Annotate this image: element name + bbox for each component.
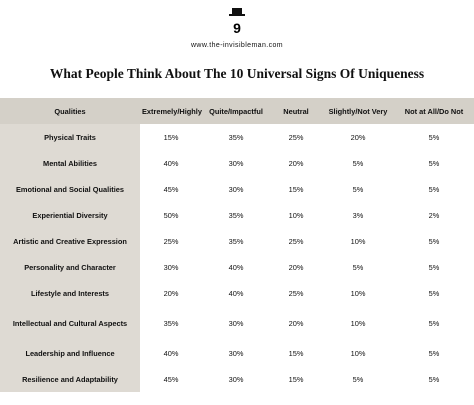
table-row: Lifestyle and Interests 20% 40% 25% 10% 5% bbox=[0, 280, 474, 306]
cell: 25% bbox=[163, 236, 179, 246]
cell: 45% bbox=[163, 374, 179, 384]
cell: 40% bbox=[163, 158, 179, 168]
cell: 20% bbox=[288, 318, 304, 328]
cell: 40% bbox=[228, 288, 244, 298]
table-row: Emotional and Social Qualities 45% 30% 15% 5… bbox=[0, 176, 474, 202]
column-header: Not at All/Do Not bbox=[394, 98, 474, 124]
header-row: Qualities Extremely/Highly Quite/Impactful… bbox=[0, 98, 474, 124]
cell: 5% bbox=[428, 184, 440, 194]
cell: 5% bbox=[428, 374, 440, 384]
cell: 25% bbox=[288, 236, 304, 246]
cell: 10% bbox=[350, 288, 366, 298]
cell: 15% bbox=[288, 348, 304, 358]
cell: 50% bbox=[163, 210, 179, 220]
cell: 30% bbox=[163, 262, 179, 272]
cell: 10% bbox=[350, 348, 366, 358]
cell: 35% bbox=[228, 210, 244, 220]
row-label: Emotional and Social Qualities bbox=[0, 176, 140, 202]
logo: 9 bbox=[229, 8, 245, 36]
cell: 15% bbox=[288, 374, 304, 384]
table-row: Resilience and Adaptability 45% 30% 15% 5% 5% bbox=[0, 366, 474, 392]
url: www.the-invisibleman.com bbox=[190, 42, 284, 49]
table-row: Leadership and Influence 40% 30% 15% 10% 5% bbox=[0, 340, 474, 366]
cell: 5% bbox=[428, 318, 440, 328]
cell: 3% bbox=[352, 210, 364, 220]
cell: 15% bbox=[163, 132, 179, 142]
cell: 5% bbox=[428, 288, 440, 298]
cell: 35% bbox=[163, 318, 179, 328]
table-body: Physical Traits 15% 35% 25% 20% 5% Mental Abil… bbox=[0, 124, 474, 392]
table-head: Qualities Extremely/Highly Quite/Impactful… bbox=[0, 98, 474, 124]
cell: 5% bbox=[428, 262, 440, 272]
row-label: Personality and Character bbox=[0, 254, 140, 280]
cell: 25% bbox=[288, 132, 304, 142]
row-label: Leadership and Influence bbox=[0, 340, 140, 366]
logo-hat bbox=[232, 8, 242, 14]
title: What People Think About The 10 Universal… bbox=[49, 66, 425, 81]
column-header: Qualities bbox=[0, 98, 140, 124]
row-label: Lifestyle and Interests bbox=[0, 280, 140, 306]
row-label: Resilience and Adaptability bbox=[0, 366, 140, 392]
column-header: Neutral bbox=[270, 98, 322, 124]
cell: 25% bbox=[288, 288, 304, 298]
cell: 5% bbox=[352, 262, 364, 272]
column-header: Quite/Impactful bbox=[202, 98, 270, 124]
cell: 2% bbox=[428, 210, 440, 220]
data-table: Qualities Extremely/Highly Quite/Impactful… bbox=[0, 98, 474, 392]
table-row: Mental Abilities 40% 30% 20% 5% 5% bbox=[0, 150, 474, 176]
table-row: Physical Traits 15% 35% 25% 20% 5% bbox=[0, 124, 474, 150]
cell: 30% bbox=[228, 158, 244, 168]
row-label: Mental Abilities bbox=[0, 150, 140, 176]
table-row: Experiential Diversity 50% 35% 10% 3% 2% bbox=[0, 202, 474, 228]
cell: 40% bbox=[228, 262, 244, 272]
row-label: Physical Traits bbox=[0, 124, 140, 150]
cell: 5% bbox=[428, 236, 440, 246]
cell: 35% bbox=[228, 132, 244, 142]
row-label: Artistic and Creative Expression bbox=[0, 228, 140, 254]
cell: 5% bbox=[428, 158, 440, 168]
column-header: Slightly/Not Very bbox=[322, 98, 394, 124]
cell: 5% bbox=[428, 348, 440, 358]
cell: 15% bbox=[288, 184, 304, 194]
cell: 5% bbox=[428, 132, 440, 142]
row-label: Experiential Diversity bbox=[0, 202, 140, 228]
cell: 30% bbox=[228, 348, 244, 358]
cell: 35% bbox=[228, 236, 244, 246]
column-header: Extremely/Highly bbox=[140, 98, 202, 124]
cell: 5% bbox=[352, 374, 364, 384]
cell: 20% bbox=[163, 288, 179, 298]
cell: 10% bbox=[350, 318, 366, 328]
logo-hat-brim bbox=[229, 14, 245, 16]
table-row: Intellectual and Cultural Aspects 35% 30% 2… bbox=[0, 306, 474, 340]
cell: 30% bbox=[228, 184, 244, 194]
cell: 10% bbox=[350, 236, 366, 246]
cell: 30% bbox=[228, 374, 244, 384]
cell: 20% bbox=[288, 262, 304, 272]
cell: 20% bbox=[350, 132, 366, 142]
table-row: Artistic and Creative Expression 25% 35% 25… bbox=[0, 228, 474, 254]
cell: 30% bbox=[228, 318, 244, 328]
cell: 5% bbox=[352, 158, 364, 168]
cell: 40% bbox=[163, 348, 179, 358]
logo-text: 9 bbox=[233, 20, 241, 36]
cell: 45% bbox=[163, 184, 179, 194]
row-label: Intellectual and Cultural Aspects bbox=[0, 306, 140, 340]
cell: 10% bbox=[288, 210, 304, 220]
table-row: Personality and Character 30% 40% 20% 5% 5% bbox=[0, 254, 474, 280]
cell: 20% bbox=[288, 158, 304, 168]
cell: 5% bbox=[352, 184, 364, 194]
